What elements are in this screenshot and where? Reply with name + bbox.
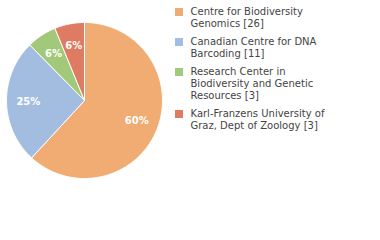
svg-text:Canadian Centre for DNABarcodi: Canadian Centre for DNABarcoding [11]: [191, 36, 317, 59]
svg-text:6%: 6%: [65, 40, 82, 51]
svg-text:Centre for BiodiversityGenomic: Centre for BiodiversityGenomics [26]: [191, 6, 304, 29]
svg-text:25%: 25%: [16, 96, 40, 107]
svg-text:6%: 6%: [45, 48, 62, 59]
svg-text:Karl-Franzens University ofGra: Karl-Franzens University ofGraz, Dept of…: [191, 108, 325, 131]
svg-text:Research Center inBiodiversity: Research Center inBiodiversity and Genet…: [191, 66, 314, 101]
svg-text:60%: 60%: [125, 115, 149, 126]
